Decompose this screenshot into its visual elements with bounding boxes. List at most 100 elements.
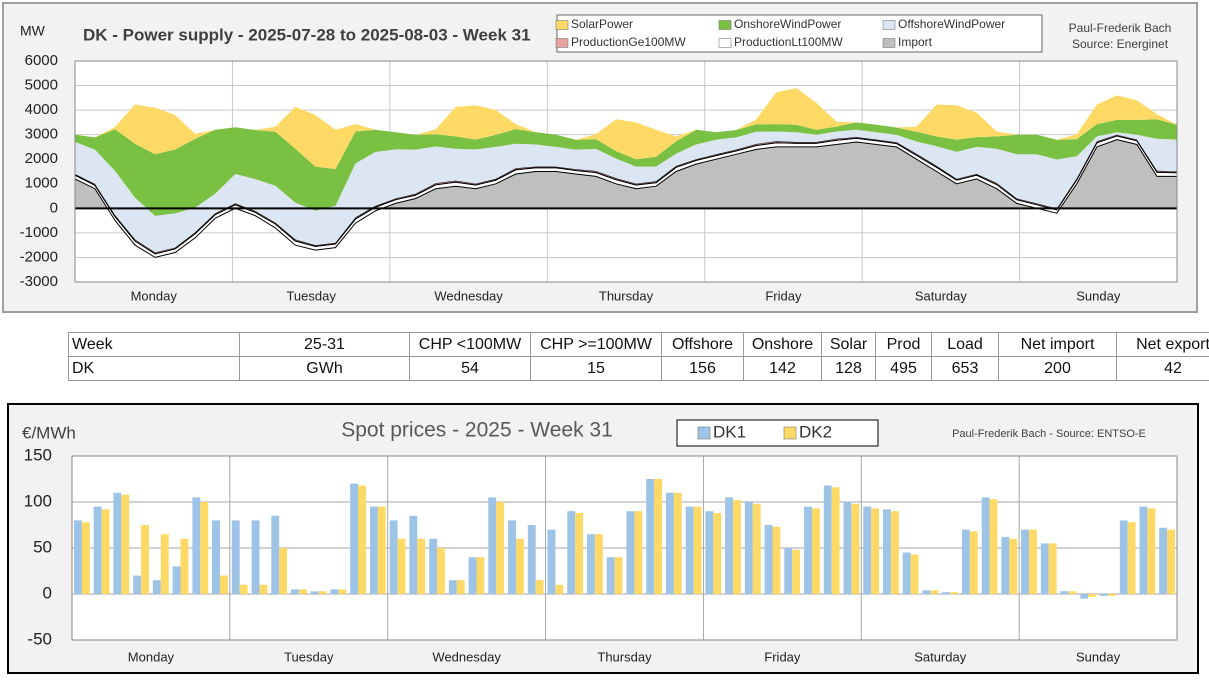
y-tick-label: 0 <box>50 199 58 216</box>
bar <box>831 487 840 594</box>
bar <box>1080 594 1089 599</box>
bar <box>1139 506 1148 594</box>
chart-title: DK - Power supply - 2025-07-28 to 2025-0… <box>83 25 531 44</box>
table-cell: 653 <box>931 356 999 381</box>
bar <box>665 492 674 594</box>
bar <box>626 511 635 594</box>
day-label: Sunday <box>1076 649 1121 664</box>
y-tick-label: -2000 <box>20 248 58 265</box>
bar <box>350 483 359 594</box>
bar <box>417 538 426 594</box>
bar <box>429 538 438 594</box>
table-cell: Solar <box>821 332 876 357</box>
bar <box>823 485 832 594</box>
y-tick-label: 4000 <box>25 101 58 118</box>
bar <box>693 506 702 594</box>
chart-title: Spot prices - 2025 - Week 31 <box>341 419 613 442</box>
table-cell: Onshore <box>743 332 822 357</box>
table-row: DK GWh 54 15 156 142 128 495 653 200 42 <box>68 356 1209 381</box>
legend-swatch <box>718 20 732 30</box>
area <box>75 88 1177 169</box>
legend-label: DK2 <box>799 422 832 441</box>
table-header-row: Week 25-31 CHP <100MW CHP >=100MW Offshore On… <box>68 332 1209 357</box>
bar <box>180 538 189 594</box>
bar <box>961 529 970 594</box>
bar <box>804 506 812 594</box>
bar <box>496 502 505 594</box>
bar <box>851 503 860 594</box>
day-label: Saturday <box>915 288 968 303</box>
bar <box>969 531 978 594</box>
bar <box>725 497 733 594</box>
credit: Paul-Frederik Bach - Source: ENTSO-E <box>952 428 1146 440</box>
bar <box>547 529 556 594</box>
y-tick-label: -1000 <box>20 224 58 241</box>
y-tick-label: 50 <box>33 537 52 556</box>
day-label: Friday <box>765 288 802 303</box>
bar <box>291 589 299 594</box>
bar <box>1088 594 1097 597</box>
bar <box>752 503 761 594</box>
table-cell: 42 <box>1116 356 1209 381</box>
bar <box>883 509 891 594</box>
day-label: Wednesday <box>434 288 503 303</box>
bar <box>377 506 386 594</box>
bar <box>271 515 280 594</box>
bar <box>673 492 682 594</box>
day-label: Saturday <box>914 649 967 664</box>
y-axis-label: MW <box>20 23 46 39</box>
legend-swatch <box>882 38 896 48</box>
bar <box>646 479 655 594</box>
day-label: Thursday <box>599 288 654 303</box>
bar <box>772 526 781 594</box>
bar <box>397 538 406 594</box>
summary-table: Week 25-31 CHP <100MW CHP >=100MW Offshore On… <box>68 332 1209 381</box>
bar <box>160 534 169 594</box>
legend-label: ProductionLt100MW <box>734 35 843 49</box>
table-cell: Week <box>68 332 240 357</box>
table-cell: 495 <box>875 356 932 381</box>
bar <box>1040 543 1049 594</box>
legend-label: Import <box>898 35 933 49</box>
bar <box>744 502 753 594</box>
bar <box>981 497 990 594</box>
bar <box>121 494 130 594</box>
day-label: Thursday <box>597 649 652 664</box>
legend-label: DK1 <box>713 422 746 441</box>
table-cell: CHP <100MW <box>409 332 531 357</box>
legend-swatch <box>718 38 732 48</box>
bar <box>950 592 958 594</box>
bar <box>713 513 722 594</box>
y-tick-label: 5000 <box>25 77 58 94</box>
day-label: Wednesday <box>432 649 501 664</box>
legend-box <box>556 14 1043 53</box>
bar <box>409 515 418 594</box>
bar <box>338 589 347 594</box>
legend-box <box>676 419 879 447</box>
credit: Paul-Frederik Bach <box>1069 21 1172 35</box>
bar <box>259 584 268 594</box>
y-tick-label: 150 <box>24 445 52 464</box>
table-cell: Prod <box>875 332 932 357</box>
bar <box>1159 527 1168 594</box>
y-tick-label: 100 <box>24 491 52 510</box>
day-label: Monday <box>131 288 178 303</box>
table-cell: Offshore <box>661 332 744 357</box>
bar <box>456 580 465 594</box>
bar <box>1100 594 1108 596</box>
credit: Source: Energinet <box>1072 37 1169 51</box>
bar <box>535 580 544 594</box>
table-cell: Net import <box>998 332 1117 357</box>
bar <box>133 575 142 594</box>
bar <box>93 506 102 594</box>
bar <box>448 580 457 594</box>
table-cell: Net export <box>1116 332 1209 357</box>
bar <box>733 500 741 594</box>
table-cell: 128 <box>821 356 876 381</box>
bar <box>1119 520 1128 594</box>
bar <box>172 566 181 594</box>
table-cell: 25-31 <box>239 332 410 357</box>
bar <box>1048 543 1057 594</box>
